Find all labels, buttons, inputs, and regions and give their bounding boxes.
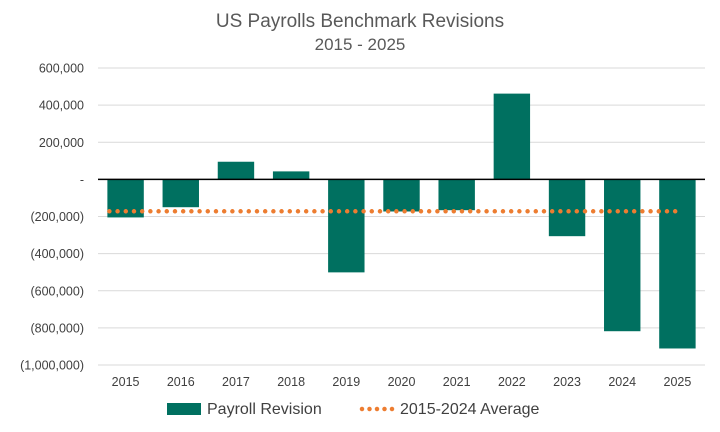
gridlines <box>98 67 705 366</box>
x-tick-label-2025: 2025 <box>664 375 692 389</box>
x-tick-label-2023: 2023 <box>553 375 581 389</box>
y-tick-label: (800,000) <box>30 321 84 335</box>
legend-label-average: 2015-2024 Average <box>400 401 539 418</box>
y-tick-label: 200,000 <box>39 136 84 150</box>
y-axis-labels: 600,000 400,000 200,000 - (200,000) (400,000)… <box>20 62 84 373</box>
x-tick-label-2016: 2016 <box>167 375 195 389</box>
bars <box>107 93 696 349</box>
y-tick-label: 600,000 <box>39 62 84 76</box>
y-tick-label: (600,000) <box>30 284 84 298</box>
x-axis-labels: 2015 2016 2017 2018 2019 2020 2021 2022 2023 2024… <box>112 375 692 389</box>
y-tick-label: (1,000,000) <box>20 359 84 373</box>
bar-2021 <box>438 179 475 211</box>
legend: Payroll Revision 2015-2024 Average <box>167 401 539 418</box>
x-tick-label-2017: 2017 <box>222 375 250 389</box>
x-tick-label-2019: 2019 <box>332 375 360 389</box>
legend-swatch-payroll-revision <box>167 403 201 415</box>
bar-2025 <box>659 179 696 349</box>
bar-2020 <box>383 179 420 212</box>
legend-label-payroll-revision: Payroll Revision <box>207 401 322 418</box>
bar-2024 <box>604 179 641 332</box>
chart-title: US Payrolls Benchmark Revisions <box>216 11 504 32</box>
bar-2016 <box>162 179 199 208</box>
x-tick-label-2018: 2018 <box>277 375 305 389</box>
x-tick-label-2021: 2021 <box>443 375 471 389</box>
x-tick-label-2015: 2015 <box>112 375 140 389</box>
y-tick-label: (400,000) <box>30 247 84 261</box>
bar-2017 <box>217 161 255 180</box>
y-tick-label: - <box>80 173 84 187</box>
bar-2022 <box>493 93 531 180</box>
x-tick-label-2022: 2022 <box>498 375 526 389</box>
y-tick-label: (200,000) <box>30 210 84 224</box>
bar-2018 <box>272 171 310 180</box>
bar-2019 <box>328 179 365 273</box>
x-tick-label-2024: 2024 <box>608 375 636 389</box>
bar-2023 <box>548 179 586 237</box>
x-tick-label-2020: 2020 <box>388 375 416 389</box>
y-tick-label: 400,000 <box>39 99 84 113</box>
chart-subtitle: 2015 - 2025 <box>315 35 406 54</box>
